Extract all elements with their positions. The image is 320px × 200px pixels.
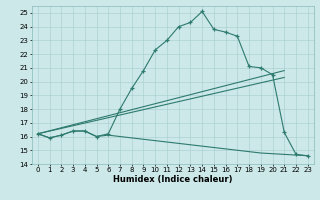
X-axis label: Humidex (Indice chaleur): Humidex (Indice chaleur) — [113, 175, 233, 184]
